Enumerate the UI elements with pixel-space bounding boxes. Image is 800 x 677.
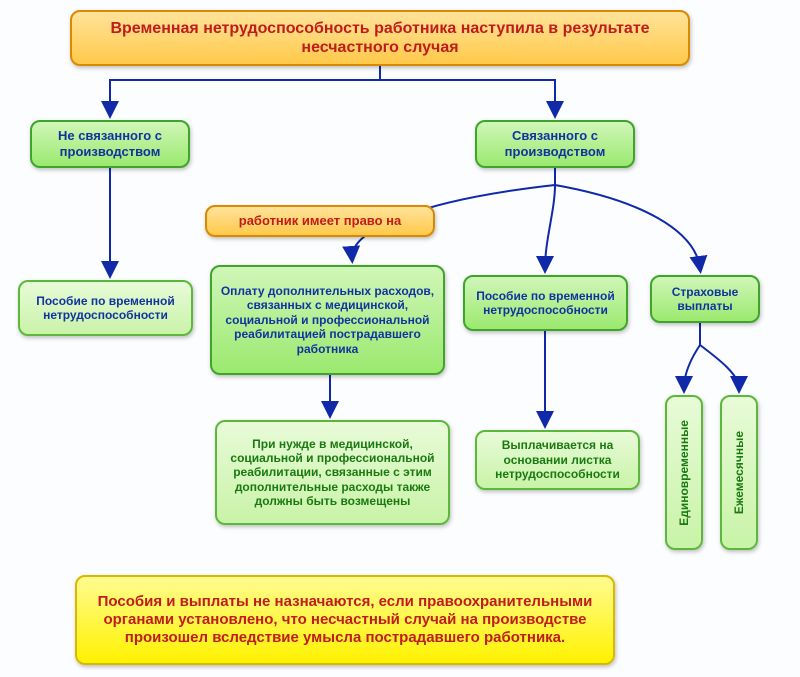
reimbursed-text: При нужде в медицинской, социальной и пр… [225,437,440,509]
footer-text: Пособия и выплаты не назначаются, если п… [85,593,605,647]
benefit-unrelated-node: Пособие по временной нетрудоспособности [18,280,193,336]
reimbursed-node: При нужде в медицинской, социальной и пр… [215,420,450,525]
benefit-related-node: Пособие по временной нетрудоспособности [463,275,628,331]
lump-text: Единовременные [677,420,691,526]
root-text: Временная нетрудоспособность работника н… [80,19,680,57]
right-note-text: работник имеет право на [239,213,402,229]
basis-node: Выплачивается на основании листка нетруд… [475,430,640,490]
footer-node: Пособия и выплаты не назначаются, если п… [75,575,615,665]
lump-sum-node: Единовременные [665,395,703,550]
monthly-node: Ежемесячные [720,395,758,550]
unrelated-text: Не связанного с производством [40,128,180,159]
benefit-rel-text: Пособие по временной нетрудоспособности [473,289,618,318]
monthly-text: Ежемесячные [732,431,746,514]
flowchart-canvas: Временная нетрудоспособность работника н… [0,0,800,677]
related-node: Связанного с производством [475,120,635,168]
insurance-node: Страховые выплаты [650,275,760,323]
basis-text: Выплачивается на основании листка нетруд… [485,438,630,481]
root-node: Временная нетрудоспособность работника н… [70,10,690,66]
unrelated-node: Не связанного с производством [30,120,190,168]
expenses-node: Оплату дополнительных расходов, связанны… [210,265,445,375]
expenses-text: Оплату дополнительных расходов, связанны… [220,284,435,356]
insurance-text: Страховые выплаты [660,285,750,314]
right-note-node: работник имеет право на [205,205,435,237]
related-text: Связанного с производством [485,128,625,159]
benefit-unrel-text: Пособие по временной нетрудоспособности [28,294,183,323]
